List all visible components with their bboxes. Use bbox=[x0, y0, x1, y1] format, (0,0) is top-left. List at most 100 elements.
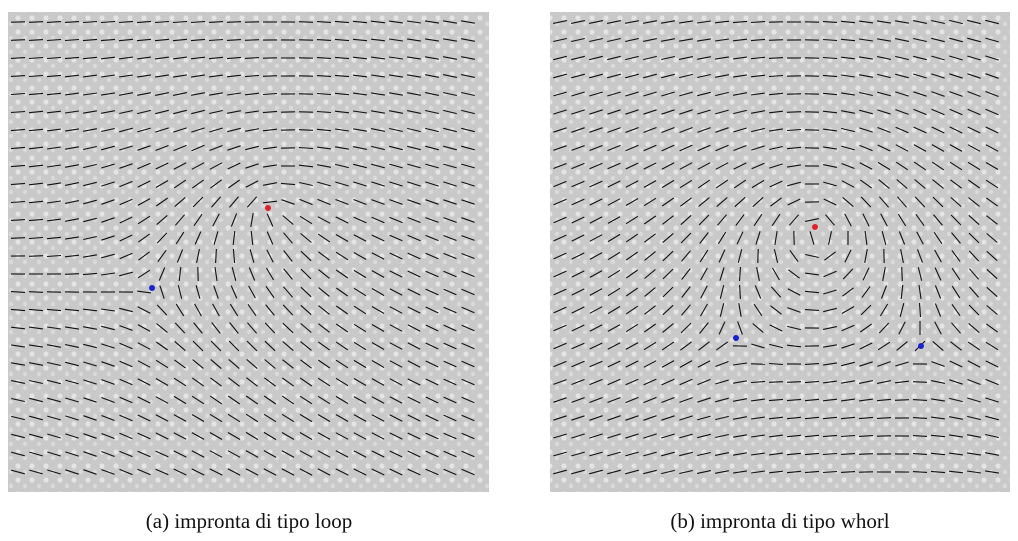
orientation-segment bbox=[985, 126, 999, 134]
orientation-segment bbox=[371, 396, 385, 404]
orientation-segment bbox=[589, 91, 603, 97]
orientation-segment bbox=[840, 471, 856, 473]
orientation-segment bbox=[643, 109, 657, 115]
orientation-segment bbox=[371, 450, 385, 458]
orientation-segment bbox=[700, 285, 708, 299]
orientation-segment bbox=[232, 230, 236, 246]
orientation-segment bbox=[83, 469, 97, 475]
orientation-segment bbox=[101, 308, 115, 312]
orientation-segment bbox=[156, 304, 168, 316]
orientation-segment bbox=[371, 414, 385, 422]
orientation-segment bbox=[101, 92, 115, 96]
orientation-segment bbox=[661, 162, 675, 170]
orientation-segment bbox=[896, 196, 908, 208]
orientation-segment bbox=[571, 162, 585, 170]
orientation-segment bbox=[47, 182, 61, 186]
orientation-segment bbox=[335, 216, 349, 224]
orientation-segment bbox=[589, 360, 603, 368]
orientation-segment bbox=[191, 74, 205, 78]
orientation-segment bbox=[83, 415, 97, 421]
orientation-segment bbox=[443, 468, 457, 476]
orientation-segment bbox=[244, 39, 260, 41]
orientation-segment bbox=[352, 74, 368, 78]
orientation-segment bbox=[10, 291, 26, 293]
orientation-segment bbox=[733, 452, 747, 456]
orientation-segment bbox=[371, 145, 385, 151]
orientation-segment bbox=[461, 450, 475, 458]
orientation-segment bbox=[553, 288, 567, 296]
orientation-segment bbox=[389, 432, 403, 440]
orientation-segment bbox=[155, 468, 169, 476]
orientation-segment bbox=[263, 395, 277, 405]
fingerprint-image bbox=[8, 12, 489, 492]
orientation-segment bbox=[571, 378, 585, 386]
orientation-segment bbox=[787, 181, 801, 187]
orientation-segment bbox=[698, 197, 710, 207]
orientation-segment bbox=[804, 218, 820, 222]
orientation-segment bbox=[245, 163, 259, 169]
orientation-segment bbox=[335, 450, 349, 458]
orientation-segment bbox=[138, 251, 150, 261]
orientation-segment bbox=[83, 451, 97, 457]
orientation-segment bbox=[733, 362, 747, 366]
orientation-segment bbox=[443, 342, 457, 350]
orientation-segment bbox=[788, 214, 800, 226]
orientation-segment bbox=[607, 433, 621, 439]
orientation-segment bbox=[210, 358, 222, 370]
orientation-segment bbox=[209, 162, 223, 170]
orientation-segment bbox=[443, 288, 457, 296]
orientation-segment bbox=[606, 20, 622, 24]
orientation-segment bbox=[82, 56, 98, 60]
orientation-segment bbox=[389, 270, 403, 278]
orientation-segment bbox=[461, 109, 475, 115]
orientation-segment bbox=[588, 20, 604, 24]
orientation-segment bbox=[155, 359, 169, 369]
orientation-segment bbox=[986, 286, 998, 298]
orientation-segment bbox=[769, 128, 783, 132]
orientation-segment bbox=[967, 360, 981, 368]
orientation-segment bbox=[443, 252, 457, 260]
orientation-segment bbox=[461, 306, 475, 314]
orientation-segment bbox=[335, 468, 349, 476]
orientation-segment bbox=[227, 162, 241, 170]
orientation-segment bbox=[371, 378, 385, 386]
orientation-segment bbox=[155, 396, 169, 404]
orientation-segment bbox=[10, 128, 26, 132]
orientation-segment bbox=[100, 20, 116, 24]
orientation-segment bbox=[119, 468, 133, 476]
orientation-segment bbox=[118, 20, 134, 24]
orientation-segment bbox=[101, 235, 115, 241]
orientation-segment bbox=[407, 414, 421, 422]
orientation-segment bbox=[842, 268, 854, 280]
orientation-segment bbox=[553, 342, 567, 350]
orientation-segment bbox=[715, 415, 729, 421]
orientation-segment bbox=[625, 180, 639, 188]
orientation-segment bbox=[118, 38, 134, 42]
orientation-segment bbox=[280, 182, 296, 186]
orientation-segment bbox=[823, 146, 837, 150]
orientation-segment bbox=[10, 39, 26, 41]
orientation-segment bbox=[443, 163, 457, 169]
orientation-segment bbox=[950, 196, 962, 208]
orientation-segment bbox=[967, 470, 981, 474]
orientation-segment bbox=[389, 396, 403, 404]
orientation-segment bbox=[173, 127, 187, 133]
orientation-segment bbox=[371, 342, 385, 350]
orientation-segment bbox=[101, 127, 115, 133]
orientation-segment bbox=[65, 326, 79, 330]
orientation-segment bbox=[985, 415, 999, 421]
orientation-segment bbox=[191, 432, 205, 440]
orientation-segment bbox=[823, 128, 837, 132]
singular-point bbox=[265, 205, 271, 211]
orientation-segment bbox=[571, 73, 585, 79]
orientation-segment bbox=[913, 73, 927, 79]
orientation-segment bbox=[643, 144, 657, 152]
orientation-segment bbox=[282, 359, 294, 369]
orientation-segment bbox=[173, 162, 187, 170]
orientation-segment bbox=[209, 109, 223, 115]
orientation-segment bbox=[718, 321, 726, 335]
orientation-segment bbox=[64, 38, 80, 42]
orientation-segment bbox=[262, 75, 278, 77]
orientation-segment bbox=[733, 162, 747, 170]
orientation-segment bbox=[950, 341, 962, 351]
